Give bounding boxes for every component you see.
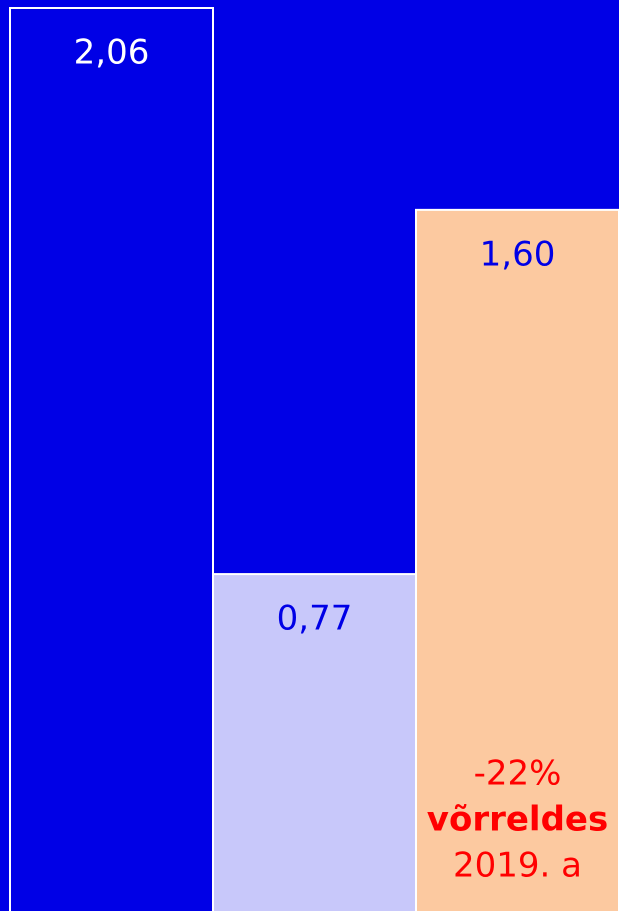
value-label: 0,77 <box>277 599 353 639</box>
bar <box>212 573 417 911</box>
annotation: 2019. a <box>453 846 582 886</box>
value-label: 2,06 <box>74 33 150 73</box>
annotation: -22% <box>474 754 562 794</box>
annotation: võrreldes <box>427 800 608 840</box>
bar <box>9 7 214 911</box>
bar <box>415 208 619 911</box>
value-label: 1,60 <box>480 234 556 274</box>
